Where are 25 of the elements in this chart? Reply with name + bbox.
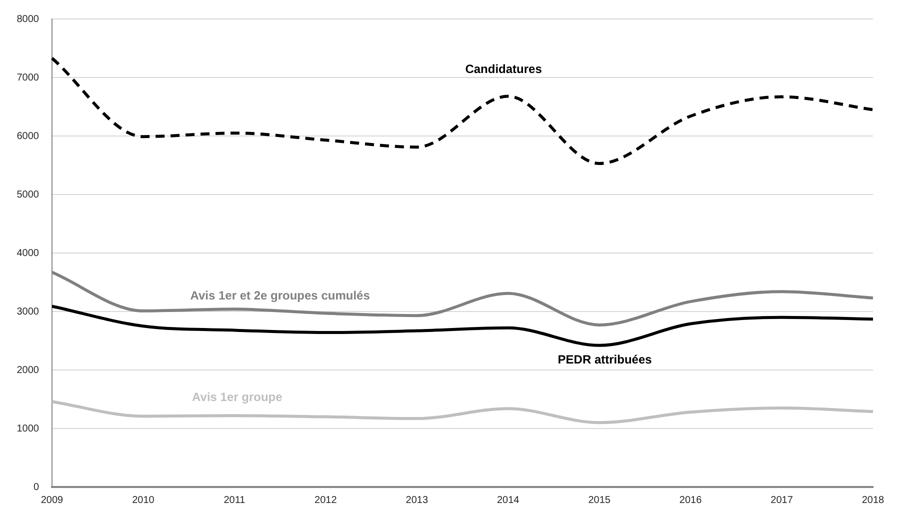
line-series — [50, 56, 874, 165]
line-series — [50, 304, 874, 347]
series-label: Avis 1er et 2e groupes cumulés — [190, 288, 370, 303]
x-tick-label: 2011 — [224, 494, 246, 506]
x-tick-label: 2016 — [679, 494, 702, 506]
y-tick-label: 1000 — [16, 423, 40, 434]
y-tick-label: 0 — [33, 482, 40, 493]
y-tick-label: 2000 — [16, 364, 40, 376]
y-tick-label: 6000 — [16, 130, 40, 142]
series-label: Avis 1er groupe — [192, 390, 283, 404]
x-tick-label: 2018 — [862, 494, 885, 506]
text: Candidatures — [465, 62, 542, 76]
y-tick-label: 7000 — [16, 72, 40, 84]
y-tick-label: 3000 — [16, 306, 40, 318]
series-label: PEDR attribuées — [558, 352, 652, 366]
y-tick-label: 4000 — [16, 248, 40, 259]
x-tick-label: 2013 — [406, 494, 428, 506]
y-tick-label: 8000 — [16, 14, 40, 25]
x-tick-label: 2015 — [588, 494, 611, 506]
x-tick-label: 2014 — [496, 494, 520, 506]
x-tick-label: 2010 — [132, 494, 155, 506]
y-tick-label: 5000 — [16, 189, 40, 200]
x-tick-label: 2017 — [770, 494, 794, 506]
x-tick-label: 2009 — [40, 494, 64, 506]
x-tick-label: 2012 — [314, 494, 338, 506]
